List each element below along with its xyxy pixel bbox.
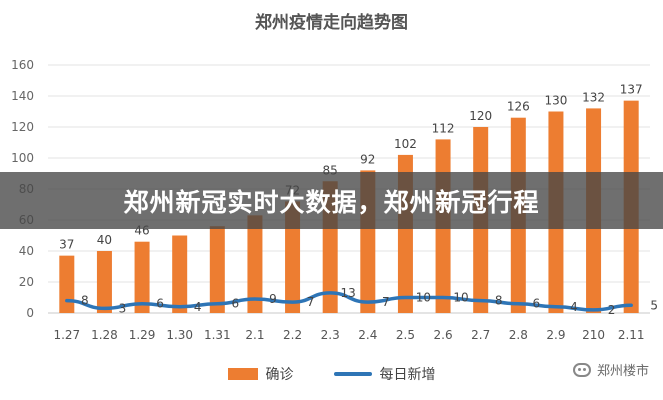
- line-data-label: 6: [532, 297, 540, 311]
- watermark-text: 郑州楼市: [596, 364, 649, 379]
- line-data-label: 10: [453, 291, 468, 305]
- x-tick-label: 2.11: [618, 328, 645, 342]
- x-tick-label: 2.1: [245, 328, 264, 342]
- bar-data-label: 132: [582, 90, 605, 104]
- x-tick-label: 2.3: [321, 328, 340, 342]
- x-tick-label: 2.8: [509, 328, 528, 342]
- x-tick-label: 1.29: [129, 328, 156, 342]
- line-data-label: 13: [341, 286, 356, 300]
- legend-item-daily-new: 每日新增: [333, 364, 436, 384]
- y-tick-label: 40: [19, 244, 34, 258]
- line-data-label: 6: [156, 297, 164, 311]
- wechat-icon: [572, 362, 591, 377]
- line-data-label: 5: [650, 298, 658, 312]
- y-tick-label: 120: [11, 120, 34, 134]
- bar-data-label: 130: [544, 94, 567, 108]
- y-tick-label: 140: [11, 89, 34, 103]
- watermark: 郑州楼市: [572, 360, 649, 379]
- x-tick-label: 1.28: [91, 328, 118, 342]
- line-series: 8 3 6 4 6 9 7 13 7 10 10 8 6 4 2 5: [65, 286, 658, 317]
- x-tick-label: 2.5: [396, 328, 415, 342]
- y-tick-label: 0: [26, 306, 34, 320]
- line-data-label: 2: [608, 303, 616, 317]
- bar-data-label: 112: [432, 121, 455, 135]
- line-data-label: 6: [231, 297, 239, 311]
- line-data-label: 8: [495, 294, 503, 308]
- chart-title: 郑州疫情走向趋势图: [255, 13, 408, 33]
- line-data-label: 7: [382, 295, 390, 309]
- x-axis-ticks: 1.27 1.28 1.29 1.30 1.31 2.1 2.2 2.3 2.4 2.5 2.6 2.…: [53, 328, 644, 342]
- bar: [59, 255, 75, 313]
- y-tick-label: 100: [11, 151, 34, 165]
- line-data-label: 4: [194, 300, 202, 314]
- line-data-label: 8: [81, 294, 89, 308]
- x-tick-label: 2.7: [471, 328, 490, 342]
- legend-swatch-line: [333, 372, 372, 376]
- x-tick-label: 2.6: [434, 328, 453, 342]
- bar-data-label: 137: [620, 83, 643, 97]
- bar-data-label: 37: [59, 238, 74, 252]
- line-data-label: 3: [119, 301, 127, 315]
- bar-data-label: 102: [394, 137, 417, 151]
- x-tick-label: 210: [582, 328, 605, 342]
- bar: [285, 201, 301, 313]
- x-tick-label: 1.31: [204, 328, 231, 342]
- x-tick-label: 2.9: [546, 328, 565, 342]
- bar: [209, 226, 225, 313]
- x-tick-label: 2.2: [283, 328, 302, 342]
- overlay-banner: 郑州新冠实时大数据，郑州新冠行程: [0, 172, 663, 229]
- bar: [96, 251, 112, 313]
- legend-item-confirmed: 确诊: [227, 364, 294, 384]
- legend-label-confirmed: 确诊: [265, 367, 294, 383]
- legend-label-daily-new: 每日新增: [379, 367, 436, 383]
- legend-swatch-bar: [227, 368, 258, 380]
- y-tick-label: 160: [11, 58, 34, 72]
- bar: [247, 215, 263, 313]
- y-tick-label: 20: [19, 275, 34, 289]
- bar-data-label: 40: [97, 233, 112, 247]
- line-data-label: 4: [570, 300, 578, 314]
- line-data-label: 9: [269, 292, 277, 306]
- line-data-label: 7: [307, 295, 315, 309]
- bar-data-label: 126: [507, 100, 530, 114]
- bar-data-label: 120: [469, 109, 492, 123]
- bar-data-label: 92: [360, 152, 375, 166]
- banner-text: 郑州新冠实时大数据，郑州新冠行程: [123, 187, 540, 217]
- daily-new-line: [65, 291, 633, 312]
- bar: [172, 235, 188, 313]
- x-tick-label: 2.4: [358, 328, 377, 342]
- chart-legend: 确诊 每日新增: [0, 362, 663, 386]
- x-tick-label: 1.30: [166, 328, 193, 342]
- x-tick-label: 1.27: [53, 328, 80, 342]
- line-data-label: 10: [416, 291, 431, 305]
- bar: [134, 241, 150, 313]
